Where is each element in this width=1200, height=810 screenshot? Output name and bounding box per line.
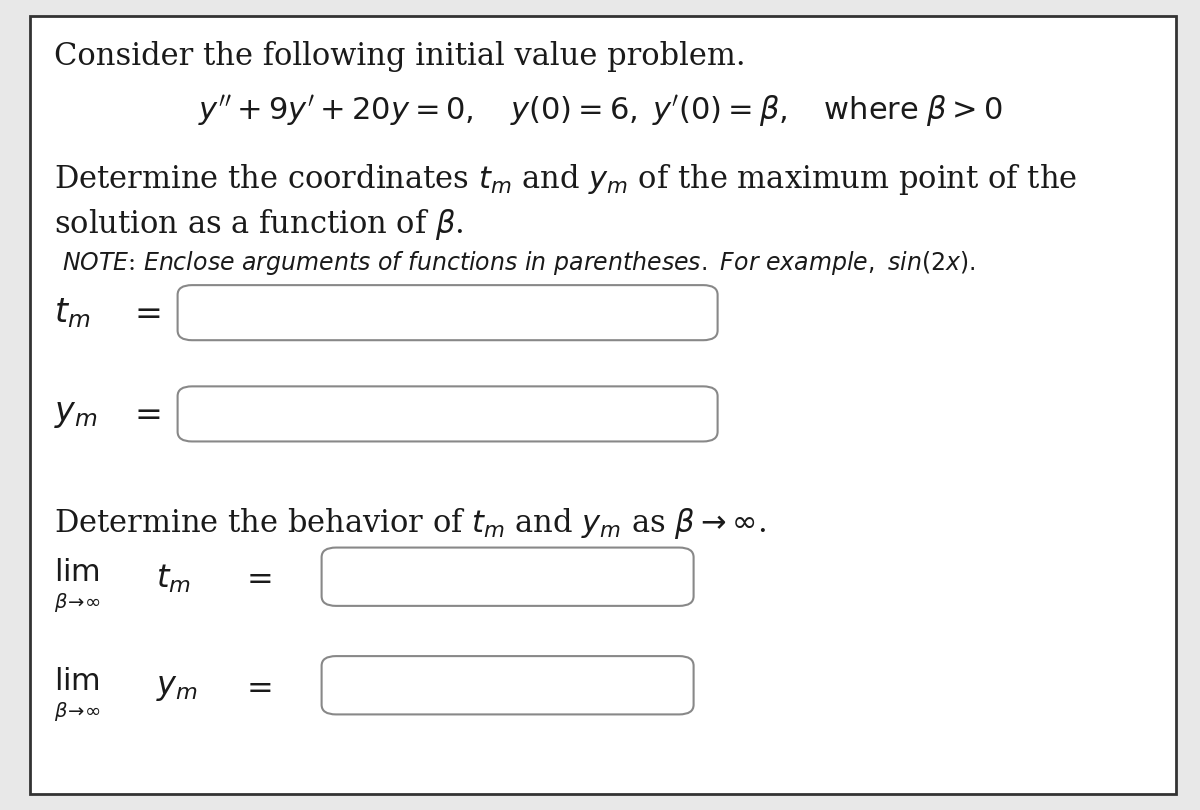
Text: $\lim$: $\lim$ xyxy=(54,666,100,697)
FancyBboxPatch shape xyxy=(178,285,718,340)
Text: Determine the behavior of $t_m$ and $y_m$ as $\beta \to \infty$.: Determine the behavior of $t_m$ and $y_m… xyxy=(54,506,766,541)
FancyBboxPatch shape xyxy=(322,548,694,606)
Text: solution as a function of $\beta$.: solution as a function of $\beta$. xyxy=(54,207,463,241)
Text: $=$: $=$ xyxy=(128,398,161,430)
Text: $=$: $=$ xyxy=(128,296,161,329)
Text: $y'' + 9y' + 20y = 0, \quad y(0) = 6, \; y'(0) = \beta, \quad \mathrm{where} \; : $y'' + 9y' + 20y = 0, \quad y(0) = 6, \;… xyxy=(198,93,1002,129)
Text: $y_m$: $y_m$ xyxy=(156,671,198,702)
Text: $\beta\!\to\!\infty$: $\beta\!\to\!\infty$ xyxy=(54,700,101,723)
Text: $t_m$: $t_m$ xyxy=(156,562,191,595)
Text: $y_m$: $y_m$ xyxy=(54,398,97,430)
Text: $t_m$: $t_m$ xyxy=(54,296,90,330)
Text: $\beta\!\to\!\infty$: $\beta\!\to\!\infty$ xyxy=(54,591,101,614)
FancyBboxPatch shape xyxy=(30,16,1176,794)
FancyBboxPatch shape xyxy=(322,656,694,714)
Text: Determine the coordinates $t_m$ and $y_m$ of the maximum point of the: Determine the coordinates $t_m$ and $y_m… xyxy=(54,162,1078,197)
Text: $\mathit{NOTE}$: $\mathit{Enclose\ arguments\ of\ functions\ in\ parentheses.\ F: $\mathit{NOTE}$: $\mathit{Enclose\ argum… xyxy=(62,249,976,278)
Text: $=$: $=$ xyxy=(240,671,271,702)
Text: Consider the following initial value problem.: Consider the following initial value pro… xyxy=(54,40,745,71)
FancyBboxPatch shape xyxy=(178,386,718,441)
Text: $=$: $=$ xyxy=(240,563,271,594)
Text: $\lim$: $\lim$ xyxy=(54,557,100,588)
